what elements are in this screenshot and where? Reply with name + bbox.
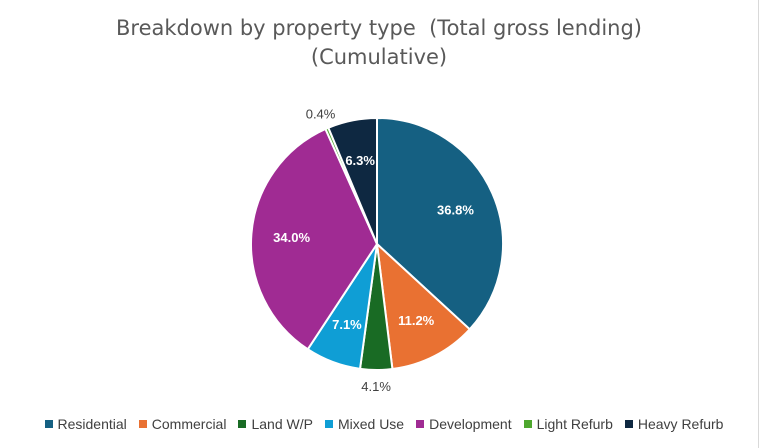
data-label-commercial: 11.2% (398, 313, 435, 328)
legend-swatch (238, 420, 247, 428)
legend-item-development: Development (416, 416, 512, 432)
pie-slice-development (250, 127, 379, 351)
data-label-mixed-use: 7.1% (332, 317, 362, 332)
chart-title-line-1: Breakdown by property type (Total gross … (115, 16, 642, 40)
legend-item-commercial: Commercial (138, 416, 227, 432)
legend-label: Mixed Use (337, 416, 405, 432)
legend-label: Land W/P (251, 416, 313, 432)
legend-swatch (44, 420, 53, 428)
pie-slice-commercial (375, 241, 472, 371)
chart-title: Breakdown by property type (Total gross … (0, 14, 758, 72)
legend-item-heavy-refurb: Heavy Refurb (624, 416, 724, 432)
chart-title-line-2: (Cumulative) (310, 45, 448, 69)
data-label-residential: 36.8% (437, 203, 474, 218)
legend-label: Development (429, 416, 512, 432)
legend-swatch (416, 420, 425, 428)
legend-swatch (138, 420, 147, 428)
legend-item-light-refurb: Light Refurb (523, 416, 613, 432)
legend-item-residential: Residential (44, 416, 127, 432)
legend-swatch (624, 420, 633, 428)
chart-legend: Residential Commercial Land W/P Mixed Use De… (0, 416, 768, 432)
pie-slice-residential (376, 116, 504, 331)
legend-swatch (324, 420, 333, 428)
data-label-heavy-refurb: 6.3% (345, 153, 375, 168)
legend-label: Light Refurb (536, 416, 613, 432)
legend-item-land-w-p: Land W/P (238, 416, 313, 432)
data-label-light-refurb: 0.4% (306, 107, 336, 122)
data-label-development: 34.0% (273, 230, 310, 245)
legend-label: Heavy Refurb (637, 416, 724, 432)
legend-label: Commercial (151, 416, 227, 432)
data-label-land-w-p: 4.1% (361, 379, 391, 394)
legend-swatch (523, 420, 532, 428)
legend-label: Residential (57, 416, 127, 432)
pie-slice-heavy-refurb (327, 116, 378, 245)
chart-border (758, 0, 759, 448)
legend-item-mixed-use: Mixed Use (324, 416, 405, 432)
